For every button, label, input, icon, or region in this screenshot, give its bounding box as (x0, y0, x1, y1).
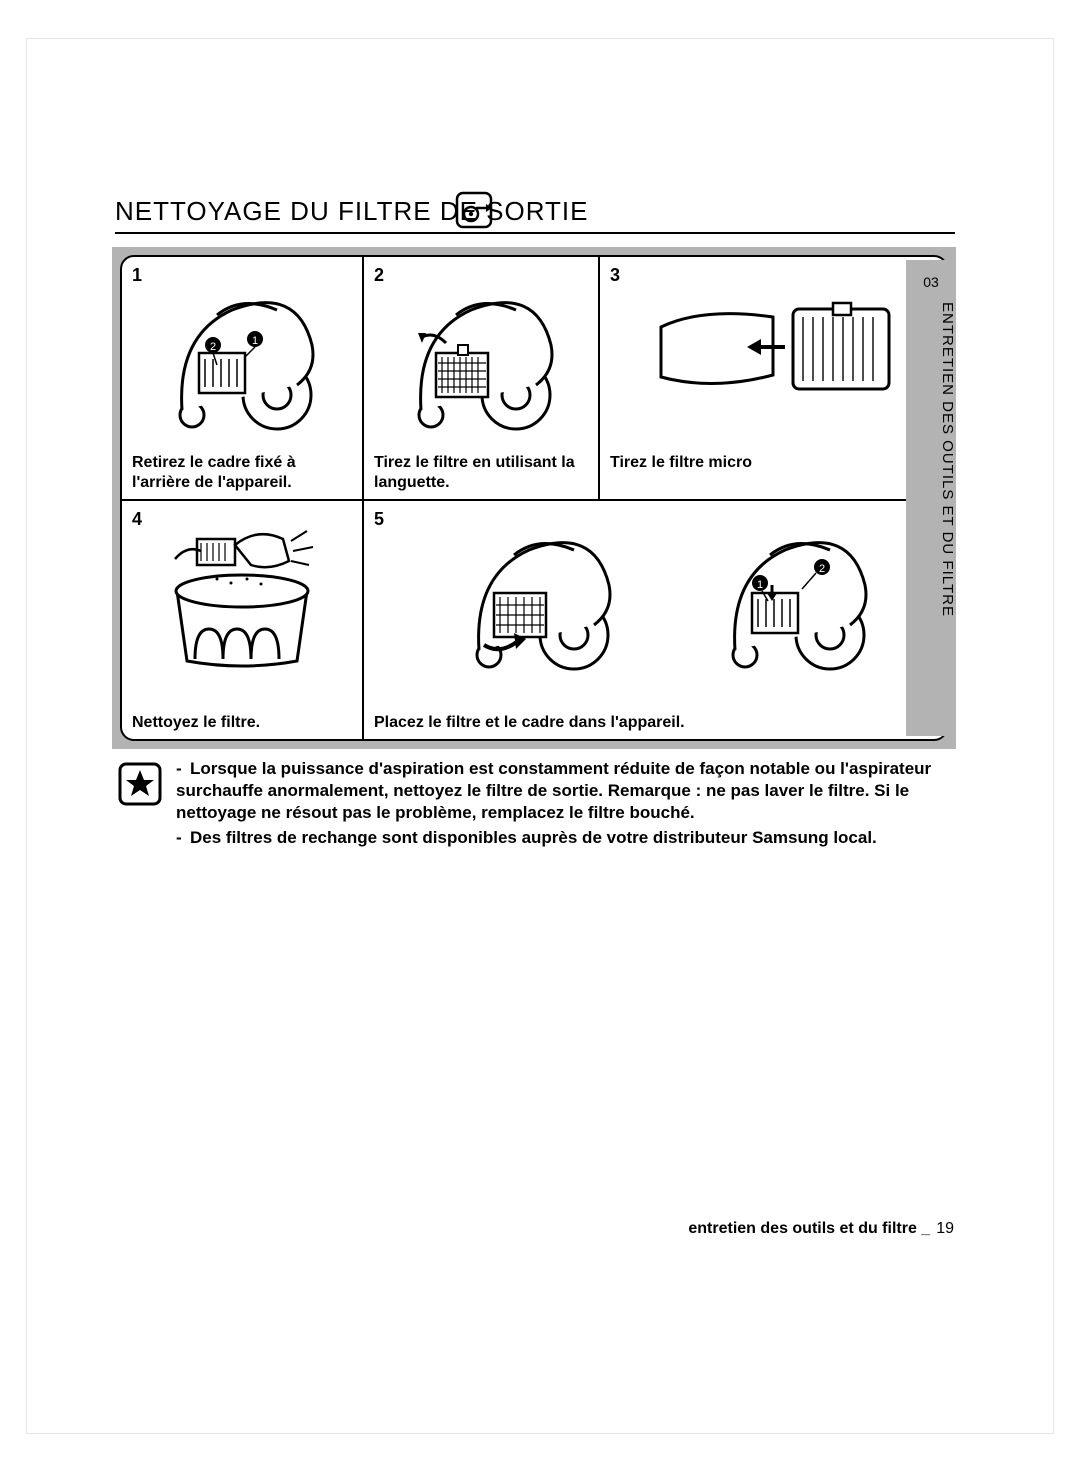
svg-text:2: 2 (210, 341, 216, 353)
step-number: 3 (610, 265, 620, 286)
note-star-icon (118, 762, 162, 806)
vacuum-remove-frame-illustration: 1 2 (147, 275, 337, 440)
note-text: -Lorsque la puissance d'aspiration est c… (176, 758, 936, 849)
step-cell-5: 5 (364, 501, 946, 741)
page-number: 19 (936, 1220, 954, 1237)
step-number: 5 (374, 509, 384, 530)
step-caption: Retirez le cadre fixé à l'arrière de l'a… (132, 453, 352, 493)
step-caption: Placez le filtre et le cadre dans l'appa… (374, 713, 936, 733)
chapter-side-tab: 03 ENTRETIEN DES OUTILS ET DU FILTRE (906, 260, 956, 736)
note-content: Lorsque la puissance d'aspiration est co… (176, 759, 931, 822)
outlet-filter-icon (454, 190, 494, 230)
clean-filter-illustration (157, 521, 327, 676)
vacuum-insert-frame-illustration: 1 2 (700, 515, 890, 680)
svg-text:1: 1 (252, 335, 258, 347)
step-number: 4 (132, 509, 142, 530)
page-title: NETTOYAGE DU FILTRE DE SORTIE (115, 196, 588, 227)
chapter-number: 03 (906, 274, 956, 290)
page-footer: entretien des outils et du filtre _ 19 (0, 1220, 1080, 1238)
step-cell-1: 1 (122, 257, 362, 501)
step-number: 1 (132, 265, 142, 286)
vacuum-pull-filter-illustration (386, 275, 576, 440)
note-content: Des filtres de rechange sont disponibles… (190, 828, 877, 847)
step-caption: Tirez le filtre en utilisant la languett… (374, 453, 588, 493)
instruction-panel: 1 (112, 247, 956, 749)
step-caption: Tirez le filtre micro (610, 453, 936, 473)
chapter-label: ENTRETIEN DES OUTILS ET DU FILTRE (906, 302, 956, 722)
step-number: 2 (374, 265, 384, 286)
step-cell-4: 4 (122, 501, 362, 741)
svg-text:1: 1 (757, 579, 763, 591)
manual-page: NETTOYAGE DU FILTRE DE SORTIE 1 (0, 0, 1080, 1472)
vacuum-insert-filter-illustration (444, 515, 634, 680)
step-caption: Nettoyez le filtre. (132, 713, 352, 733)
heading-rule (115, 232, 955, 234)
pull-micro-filter-illustration (643, 297, 903, 412)
svg-text:2: 2 (819, 563, 825, 575)
step-cell-3: 3 (600, 257, 946, 501)
note-line: -Lorsque la puissance d'aspiration est c… (176, 758, 936, 823)
note-line: -Des filtres de rechange sont disponible… (176, 827, 936, 849)
step-cell-2: 2 (364, 257, 598, 501)
instruction-grid: 1 (120, 255, 948, 741)
footer-label: entretien des outils et du filtre _ (688, 1220, 930, 1237)
